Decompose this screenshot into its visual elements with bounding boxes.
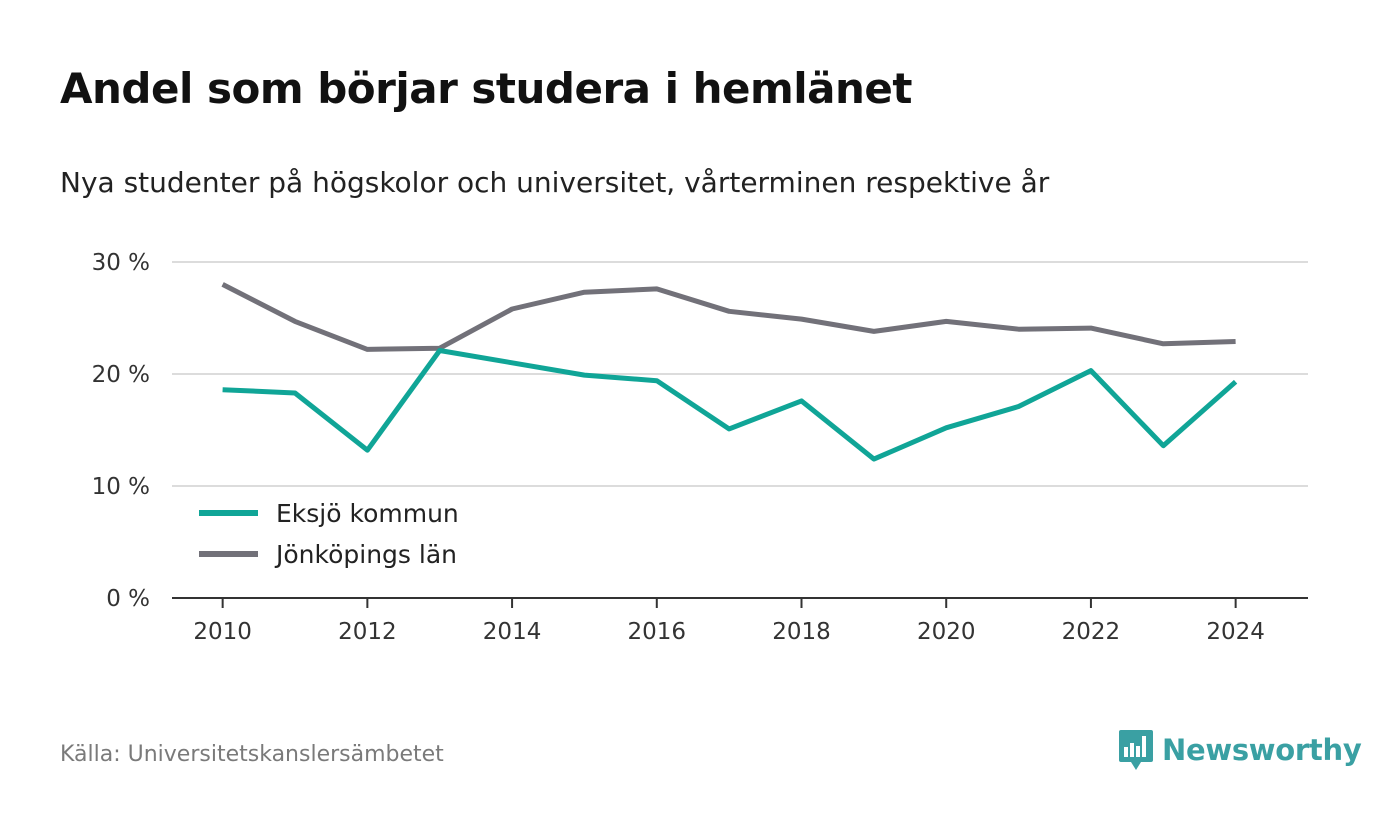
data-point xyxy=(293,391,298,396)
data-point xyxy=(654,286,659,291)
data-point xyxy=(944,425,949,430)
y-tick-label: 0 % xyxy=(106,586,150,612)
data-point xyxy=(944,319,949,324)
data-point xyxy=(799,398,804,403)
series-lines xyxy=(220,282,1238,462)
legend-label: Jönköpings län xyxy=(274,540,457,569)
axes: 0 % 10 % 20 % 30 % 2010 2012 2014 2016 2018 2020 2… xyxy=(92,250,1308,645)
x-tick-label: 2024 xyxy=(1206,619,1265,645)
data-point xyxy=(220,282,225,287)
data-point xyxy=(799,317,804,322)
data-point xyxy=(727,426,732,431)
y-tick-label: 30 % xyxy=(92,250,150,276)
data-point xyxy=(220,387,225,392)
legend: Eksjö kommun Jönköpings län xyxy=(199,499,459,569)
data-point xyxy=(727,309,732,314)
gridlines xyxy=(172,261,1308,487)
brand-name: Newsworthy xyxy=(1162,733,1362,767)
data-point xyxy=(293,319,298,324)
x-tick-label: 2010 xyxy=(193,619,252,645)
x-tick-label: 2014 xyxy=(483,619,542,645)
data-point xyxy=(654,378,659,383)
data-point xyxy=(365,448,370,453)
source-note: Källa: Universitetskanslersämbetet xyxy=(60,742,444,767)
legend-label: Eksjö kommun xyxy=(276,499,459,528)
y-tick-label: 10 % xyxy=(92,474,150,500)
data-point xyxy=(1088,326,1093,331)
data-point xyxy=(582,373,587,378)
data-point xyxy=(437,348,442,353)
data-point xyxy=(871,329,876,334)
series-line-1 xyxy=(221,282,1236,352)
data-point xyxy=(510,307,515,312)
x-tick-label: 2012 xyxy=(338,619,397,645)
data-point xyxy=(582,290,587,295)
chart-title: Andel som börjar studera i hemlänet xyxy=(60,64,913,113)
newsworthy-logo-icon xyxy=(1119,730,1153,770)
brand-logo[interactable]: Newsworthy xyxy=(1118,727,1362,773)
data-point xyxy=(871,457,876,462)
y-tick-label: 20 % xyxy=(92,362,150,388)
data-point xyxy=(1233,379,1238,384)
data-point xyxy=(1233,339,1238,344)
chart-subtitle: Nya studenter på högskolor och universit… xyxy=(60,166,1050,199)
data-point xyxy=(1016,327,1021,332)
data-point xyxy=(1016,404,1021,409)
data-point xyxy=(1161,341,1166,346)
x-tick-label: 2016 xyxy=(628,619,687,645)
x-tick-label: 2022 xyxy=(1062,619,1121,645)
x-tick-label: 2018 xyxy=(772,619,831,645)
series-line-0 xyxy=(222,348,1238,462)
x-tick-label: 2020 xyxy=(917,619,976,645)
data-point xyxy=(510,360,515,365)
data-point xyxy=(365,347,370,352)
data-point xyxy=(1088,368,1093,373)
data-point xyxy=(1161,443,1166,448)
